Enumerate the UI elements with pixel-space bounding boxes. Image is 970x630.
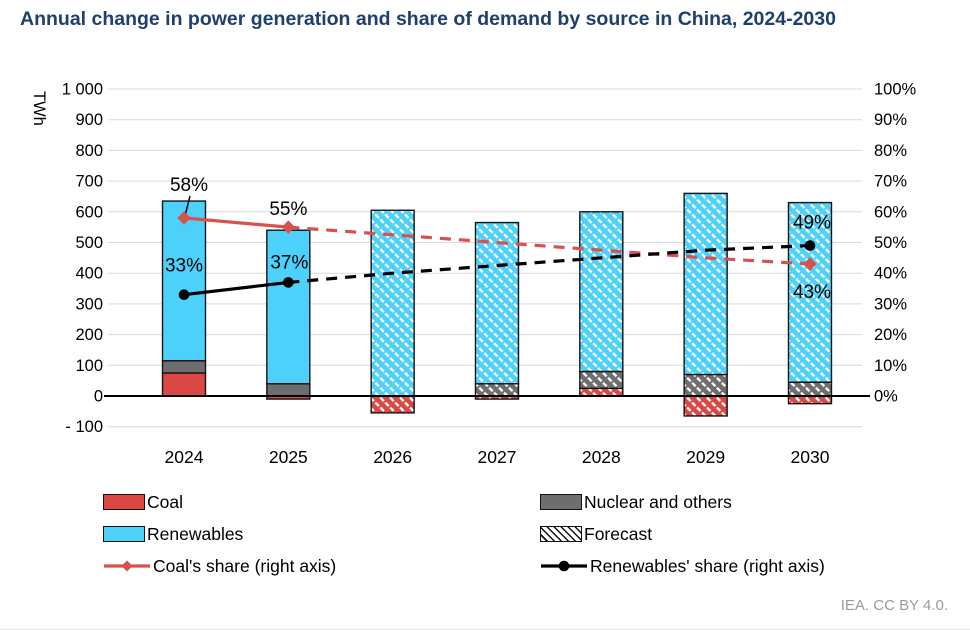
data-label-coal-s-share-right-axis-2030: 43% <box>793 282 831 303</box>
x-axis-label-2025: 2025 <box>269 447 308 467</box>
legend-diamond-marker <box>121 560 133 572</box>
legend-swatch-renewables <box>103 526 145 542</box>
left-axis-tick-100: - 100 <box>65 418 103 436</box>
legend-label-renewables-share-right-axis: Renewables' share (right axis) <box>590 555 825 576</box>
right-axis-tick-100: 100% <box>874 81 917 99</box>
marker-diamond-coal-s-share-right-axis-2025 <box>281 220 296 234</box>
legend-swatch-forecast <box>540 526 582 542</box>
data-label-renewables-share-right-axis-2024: 33% <box>165 256 203 277</box>
data-label-renewables-share-right-axis-2025: 37% <box>270 252 308 273</box>
right-axis-tick-80: 80% <box>874 142 907 160</box>
legend-column-1: Nuclear and others Forecast Renewables' sh… <box>540 491 825 587</box>
bar-segment-renewables-2027 <box>474 221 520 385</box>
marker-circle-renewables-share-right-axis-2024 <box>178 289 190 300</box>
line-dashed-renewables-share-right-axis <box>288 243 811 285</box>
label-leader-line <box>184 195 191 215</box>
right-axis-tick-20: 20% <box>874 326 907 344</box>
left-axis-tick-1-000: 1 000 <box>62 81 103 99</box>
right-axis-tick-40: 40% <box>874 265 907 283</box>
bar-segment-renewables-2024 <box>161 200 207 362</box>
left-axis-tick-900: 900 <box>75 111 103 129</box>
legend-label-coal: Coal <box>147 491 183 512</box>
legend-item-coal: Coal <box>103 491 540 513</box>
x-axis-label-2030: 2030 <box>791 447 830 467</box>
legend-line-glyph-renewables-share-right-axis <box>541 560 587 572</box>
legend-item-coal-s-share-right-axis: Coal's share (right axis) <box>103 555 540 577</box>
bar-segment-renewables-2028 <box>579 211 624 373</box>
bar-segment-nuclear-and-others-2024 <box>161 359 207 374</box>
line-dashed-coal-s-share-right-axis <box>288 225 811 266</box>
bar-segment-coal-2030 <box>787 395 833 405</box>
legend-item-forecast: Forecast <box>540 523 825 545</box>
bar-segment-nuclear-and-others-2028 <box>579 370 624 390</box>
x-axis-label-2026: 2026 <box>373 447 412 467</box>
bar-segment-coal-2029 <box>683 395 728 417</box>
data-label-renewables-share-right-axis-2030: 49% <box>793 213 831 234</box>
legend-label-nuclear-and-others: Nuclear and others <box>584 491 732 512</box>
left-axis-tick-800: 800 <box>75 142 103 160</box>
left-axis-tick-400: 400 <box>75 265 103 283</box>
bar-segment-coal-2026 <box>370 395 415 414</box>
legend-line-glyph-coal-s-share-right-axis <box>104 560 150 572</box>
left-axis-tick-700: 700 <box>75 173 103 191</box>
x-axis-label-2027: 2027 <box>478 447 517 467</box>
right-axis-tick-60: 60% <box>874 203 907 221</box>
chart-legend: Coal Renewables Coal's share (right axis) N… <box>103 491 943 587</box>
bar-segment-coal-2028 <box>579 387 624 397</box>
x-axis-label-2028: 2028 <box>582 447 621 467</box>
bar-segment-nuclear-and-others-2025 <box>266 383 311 397</box>
right-axis-tick-10: 10% <box>874 357 907 375</box>
marker-circle-renewables-share-right-axis-2030 <box>804 240 816 251</box>
bar-segment-nuclear-and-others-2027 <box>474 383 520 397</box>
line-solid-coal-s-share-right-axis <box>183 216 289 229</box>
right-axis-tick-50: 50% <box>874 234 907 252</box>
left-axis-tick-300: 300 <box>75 295 103 313</box>
legend-item-renewables-share-right-axis: Renewables' share (right axis) <box>540 555 825 577</box>
legend-swatch-nuclear-and-others <box>540 494 582 510</box>
right-axis-tick-0: 0% <box>874 388 898 406</box>
data-label-coal-s-share-right-axis-2024: 58% <box>170 175 208 196</box>
bar-segment-renewables-2029 <box>683 192 728 376</box>
legend-circle-marker <box>558 560 570 572</box>
left-axis-tick-100: 100 <box>75 357 103 375</box>
legend-column-0: Coal Renewables Coal's share (right axis) <box>103 491 540 587</box>
legend-item-renewables: Renewables <box>103 523 540 545</box>
legend-label-renewables: Renewables <box>147 523 244 544</box>
bar-segment-coal-2024 <box>161 372 207 397</box>
attribution-text: IEA. CC BY 4.0. <box>840 597 948 614</box>
data-label-coal-s-share-right-axis-2025: 55% <box>269 199 307 220</box>
bar-segment-renewables-2026 <box>370 209 415 397</box>
bar-segment-nuclear-and-others-2029 <box>683 373 728 397</box>
marker-circle-renewables-share-right-axis-2025 <box>283 277 294 288</box>
left-axis-title: TWh <box>30 91 48 126</box>
bar-segment-renewables-2030 <box>787 201 833 383</box>
legend-swatch-coal <box>103 494 145 510</box>
bar-segment-nuclear-and-others-2030 <box>787 381 833 397</box>
left-axis-tick-0: 0 <box>94 388 103 406</box>
left-axis-tick-500: 500 <box>75 234 103 252</box>
marker-diamond-coal-s-share-right-axis-2030 <box>803 257 817 271</box>
line-solid-renewables-share-right-axis <box>183 280 289 297</box>
legend-label-coal-s-share-right-axis: Coal's share (right axis) <box>153 555 337 576</box>
left-axis-tick-600: 600 <box>75 203 103 221</box>
right-axis-tick-70: 70% <box>874 173 907 191</box>
x-axis-label-2024: 2024 <box>165 447 204 467</box>
right-axis-tick-90: 90% <box>874 111 907 129</box>
right-axis-tick-30: 30% <box>874 295 907 313</box>
marker-diamond-coal-s-share-right-axis-2024 <box>177 211 191 225</box>
left-axis-tick-200: 200 <box>75 326 103 344</box>
legend-item-nuclear-and-others: Nuclear and others <box>540 491 825 513</box>
chart-title: Annual change in power generation and sh… <box>20 8 836 30</box>
legend-label-forecast: Forecast <box>584 523 653 544</box>
x-axis-label-2029: 2029 <box>686 447 725 467</box>
